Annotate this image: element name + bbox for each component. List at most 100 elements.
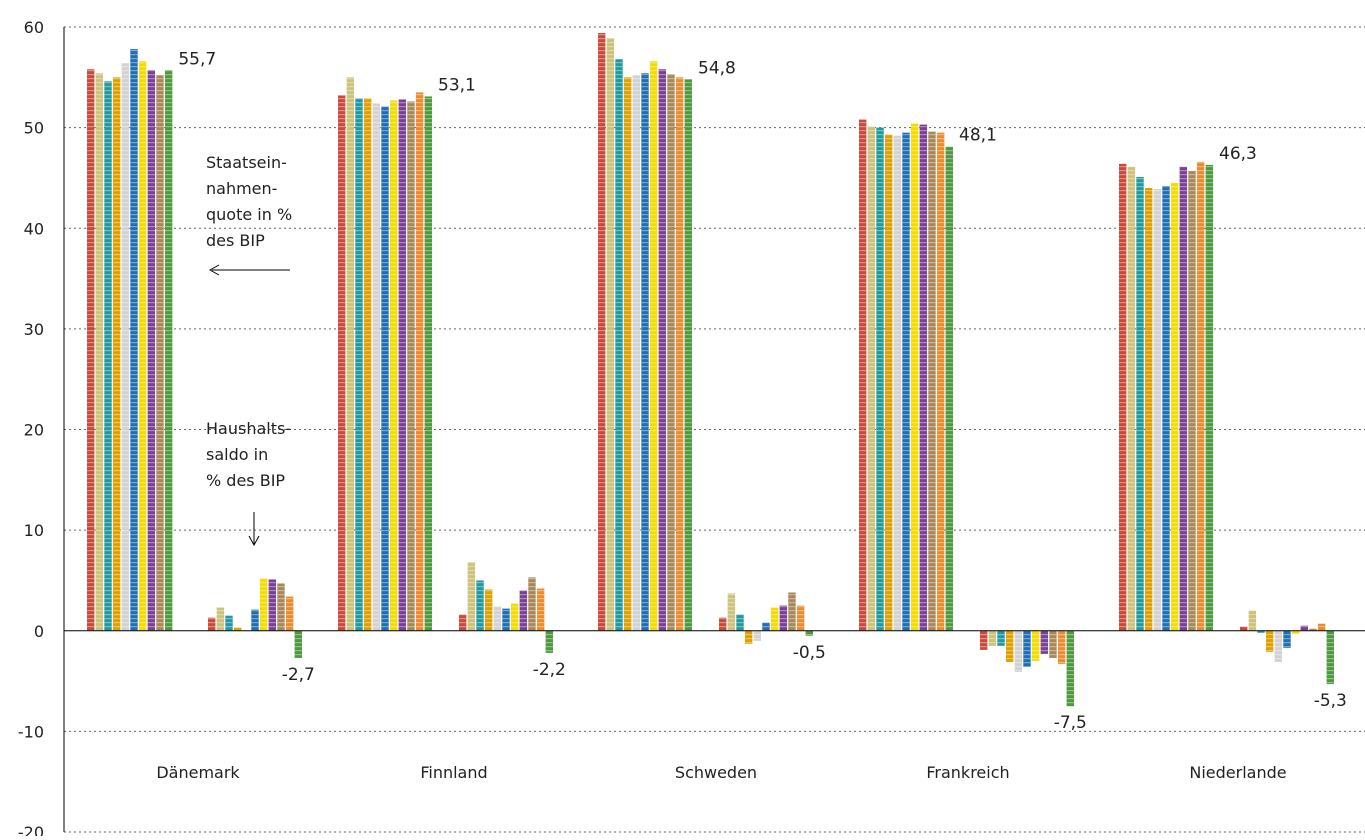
- bar-texture: [95, 73, 104, 631]
- bar-texture: [796, 605, 805, 631]
- bar-texture: [1205, 164, 1213, 631]
- bar-texture: [1179, 166, 1188, 631]
- revenue-value-label: 48,1: [959, 126, 997, 146]
- balance-annotation: Haushalts- saldo in % des BIP: [206, 419, 292, 490]
- bar-texture: [1300, 625, 1309, 631]
- bar-texture: [762, 622, 770, 631]
- label-layer: 55,7 53,1 54,8 48,1 46,3 -2,7 -2,2 -0,5 -7,5 -5,3…: [156, 49, 1347, 782]
- bar-texture: [510, 603, 519, 631]
- bar-texture: [945, 146, 953, 631]
- bar-texture: [1196, 161, 1205, 631]
- y-tick-label: 20: [24, 421, 44, 440]
- bar-texture: [1049, 630, 1057, 658]
- category-label: Frankreich: [926, 763, 1009, 782]
- bar-texture: [1127, 166, 1136, 631]
- bar-texture: [1040, 630, 1049, 654]
- bar-texture: [87, 69, 95, 631]
- bar-texture: [251, 609, 259, 631]
- bar-texture: [684, 79, 692, 631]
- bar-texture: [1144, 188, 1153, 631]
- bar-texture: [805, 630, 813, 636]
- bar-texture: [675, 77, 684, 631]
- bar-texture: [398, 99, 407, 631]
- bar-texture: [770, 607, 779, 631]
- bars-layer: [87, 33, 1334, 707]
- bar-texture: [225, 615, 233, 631]
- bar-texture: [346, 77, 355, 631]
- bar-texture: [1188, 170, 1196, 631]
- bar-texture: [467, 562, 476, 631]
- bar-texture: [910, 123, 919, 631]
- bar-texture: [389, 100, 398, 631]
- bar-texture: [928, 131, 936, 631]
- bar-texture: [641, 73, 649, 631]
- bar-texture: [277, 583, 285, 631]
- bar-texture: [632, 75, 641, 631]
- bar-texture: [1119, 163, 1127, 631]
- bar-texture: [867, 126, 876, 631]
- bar-texture: [658, 69, 667, 631]
- bar-texture: [407, 101, 415, 631]
- bar-texture: [1240, 626, 1248, 631]
- category-label: Schweden: [675, 763, 757, 782]
- bar-texture: [424, 96, 432, 631]
- balance-arrow-head: [248, 535, 260, 547]
- bar-texture: [208, 617, 216, 631]
- bar-texture: [1283, 630, 1291, 648]
- bar-texture: [294, 630, 302, 658]
- bar-texture: [753, 630, 762, 641]
- revenue-value-label: 55,7: [178, 49, 216, 69]
- bar-texture: [859, 119, 867, 631]
- y-tick-label: 50: [24, 119, 44, 138]
- bar-texture: [988, 630, 997, 646]
- bar-texture: [1257, 630, 1265, 633]
- bar-texture: [130, 49, 138, 631]
- bar-texture: [1291, 630, 1300, 634]
- grid-layer: [64, 26, 1365, 833]
- bar-texture: [667, 74, 675, 631]
- category-label: Finnland: [420, 763, 487, 782]
- bar-texture: [216, 607, 225, 631]
- bar-texture: [884, 134, 893, 631]
- revenue-value-label: 46,3: [1219, 144, 1257, 164]
- bar-texture: [484, 589, 493, 631]
- bar-texture: [476, 580, 484, 631]
- bar-texture: [1031, 630, 1040, 661]
- category-label: Niederlande: [1189, 763, 1286, 782]
- bar-texture: [779, 605, 788, 631]
- bar-texture: [502, 608, 510, 631]
- y-tick-label: 10: [24, 521, 44, 540]
- bar-texture: [156, 75, 164, 631]
- bar-texture: [719, 617, 727, 631]
- y-tick-label: -10: [18, 722, 44, 741]
- bar-texture: [338, 95, 346, 631]
- bar-texture: [623, 77, 632, 631]
- bar-texture: [545, 630, 553, 653]
- bar-texture: [727, 593, 736, 631]
- bar-texture: [1317, 623, 1326, 631]
- bar-texture: [1248, 610, 1257, 631]
- annotation-layer: [208, 264, 290, 547]
- bar-texture: [788, 592, 796, 631]
- y-tick-label: 40: [24, 219, 44, 238]
- bar-texture: [997, 630, 1005, 646]
- bar-texture: [1136, 176, 1144, 631]
- bar-texture: [268, 579, 277, 631]
- bar-texture: [1326, 630, 1334, 685]
- revenue-annotation: Staatsein- nahmen- quote in % des BIP: [206, 153, 293, 250]
- bar-texture: [285, 596, 294, 631]
- bar-texture: [355, 98, 363, 631]
- bar-texture: [606, 38, 615, 631]
- bar-texture: [744, 630, 753, 644]
- bar-texture: [1023, 630, 1031, 667]
- revenue-value-label: 54,8: [698, 58, 736, 78]
- bar-texture: [1309, 628, 1317, 631]
- bar-texture: [598, 33, 606, 631]
- bar-texture: [876, 127, 884, 631]
- balance-value-label: -0,5: [793, 643, 826, 663]
- y-tick-label: -20: [18, 823, 44, 836]
- bar-texture: [493, 606, 502, 631]
- bar-texture: [164, 70, 173, 631]
- balance-value-label: -2,2: [533, 660, 566, 680]
